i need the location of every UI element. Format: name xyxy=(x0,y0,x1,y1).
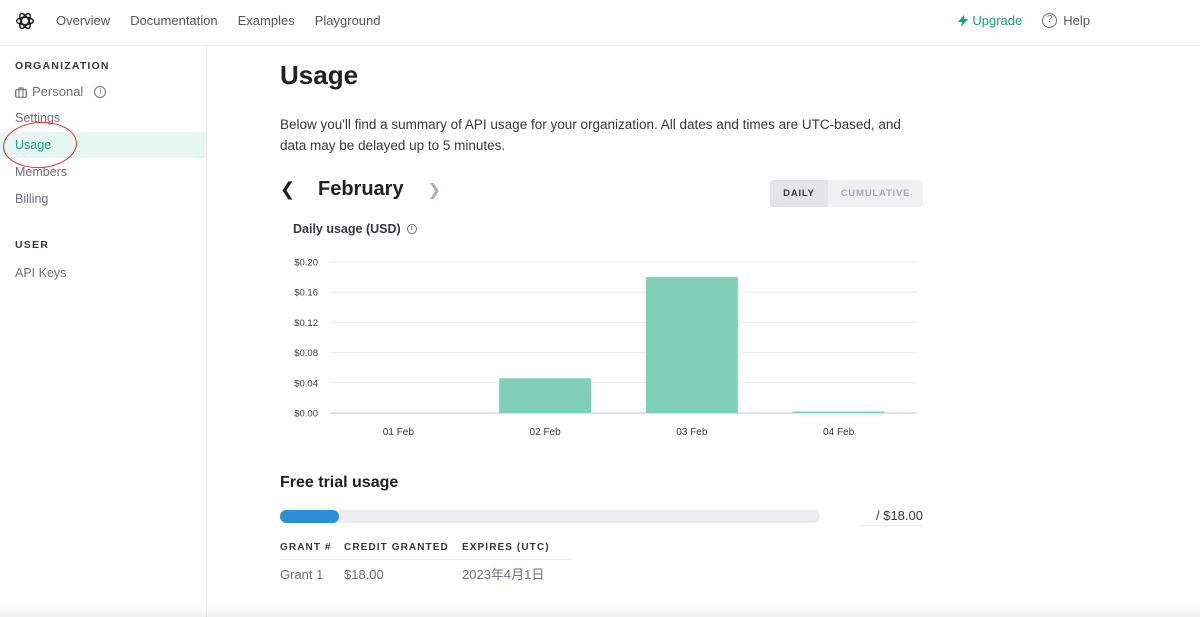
info-icon[interactable]: i xyxy=(406,224,417,234)
grant-id: Grant 1 xyxy=(280,567,324,582)
y-tick-label: $0.08 xyxy=(294,348,318,359)
view-toggle: DAILY CUMULATIVE xyxy=(770,180,923,207)
y-tick-label: $0.00 xyxy=(294,409,318,420)
trial-progress-bar xyxy=(280,510,820,523)
toggle-daily[interactable]: DAILY xyxy=(770,180,828,207)
org-name: Personal xyxy=(32,84,84,99)
upgrade-button[interactable]: Upgrade xyxy=(958,13,1022,28)
openai-logo-icon[interactable] xyxy=(14,10,36,32)
month-navigator: ❮ February ❯ xyxy=(280,178,441,201)
grant-table: GRANT # CREDIT GRANTED EXPIRES (UTC) Gra… xyxy=(280,540,572,590)
month-label: February xyxy=(318,178,404,200)
header-grant: GRANT # xyxy=(280,542,332,553)
bar xyxy=(645,277,738,413)
y-tick-label: $0.16 xyxy=(294,288,318,299)
nav-playground[interactable]: Playground xyxy=(314,13,381,28)
grant-table-header: GRANT # CREDIT GRANTED EXPIRES (UTC) xyxy=(280,540,572,560)
bar xyxy=(499,378,592,413)
trial-title: Free trial usage xyxy=(280,474,399,491)
org-heading: ORGANIZATION xyxy=(15,60,110,72)
nav-links: Overview Documentation Examples Playgrou… xyxy=(56,13,381,28)
header-expires: EXPIRES (UTC) xyxy=(462,542,550,553)
x-tick-label: 01 Feb xyxy=(383,427,415,438)
bar xyxy=(792,411,885,413)
org-selector[interactable]: Personal i xyxy=(0,79,206,105)
briefcase-icon xyxy=(15,86,27,98)
question-icon: ? xyxy=(1042,13,1058,28)
chart-title: Daily usage (USD) i xyxy=(293,222,417,236)
page-description: Below you'll find a summary of API usage… xyxy=(280,117,901,153)
chevron-right-icon[interactable]: ❯ xyxy=(427,181,441,199)
sidebar-item-billing[interactable]: Billing xyxy=(15,192,49,206)
y-tick-label: $0.12 xyxy=(294,318,318,329)
x-tick-label: 03 Feb xyxy=(676,427,708,438)
top-nav: Overview Documentation Examples Playgrou… xyxy=(0,0,1200,46)
user-heading: USER xyxy=(15,239,49,251)
bottom-shadow xyxy=(0,605,1200,617)
lightning-icon xyxy=(958,14,969,27)
nav-documentation[interactable]: Documentation xyxy=(130,13,218,28)
nav-examples[interactable]: Examples xyxy=(237,13,295,28)
help-label: Help xyxy=(1063,13,1090,28)
usage-chart: $0.00 $0.04 $0.08 $0.12 $0.16 $0.20 01 Feb 02 F… xyxy=(294,258,917,438)
sidebar-item-settings[interactable]: Settings xyxy=(15,111,61,125)
chevron-left-icon[interactable]: ❮ xyxy=(280,179,296,199)
y-tick-label: $0.20 xyxy=(294,258,318,269)
x-tick-label: 04 Feb xyxy=(823,427,855,438)
trial-total: / $18.00 xyxy=(860,508,923,526)
help-button[interactable]: ? Help xyxy=(1042,13,1090,28)
header-credit: CREDIT GRANTED xyxy=(344,542,449,553)
trial-progress-fill xyxy=(280,510,340,523)
sidebar: ORGANIZATION Personal i Settings Usage M… xyxy=(0,46,207,617)
sidebar-item-usage[interactable]: Usage xyxy=(0,132,206,158)
upgrade-label: Upgrade xyxy=(972,13,1023,28)
page-title: Usage xyxy=(280,60,359,90)
sidebar-item-members[interactable]: Members xyxy=(15,165,68,179)
info-icon[interactable]: i xyxy=(94,86,107,98)
table-row: Grant 1 $18.00 2023年4月1日 xyxy=(280,560,572,590)
chart-title-label: Daily usage (USD) xyxy=(293,222,401,236)
toggle-cumulative[interactable]: CUMULATIVE xyxy=(840,188,911,199)
grant-credit: $18.00 xyxy=(344,567,384,582)
grant-expires: 2023年4月1日 xyxy=(462,567,545,582)
x-tick-label: 02 Feb xyxy=(530,427,562,438)
nav-right: Upgrade ? Help xyxy=(958,13,1090,28)
y-tick-label: $0.04 xyxy=(294,378,318,389)
nav-overview[interactable]: Overview xyxy=(56,13,111,28)
sidebar-item-api-keys[interactable]: API Keys xyxy=(15,266,67,280)
